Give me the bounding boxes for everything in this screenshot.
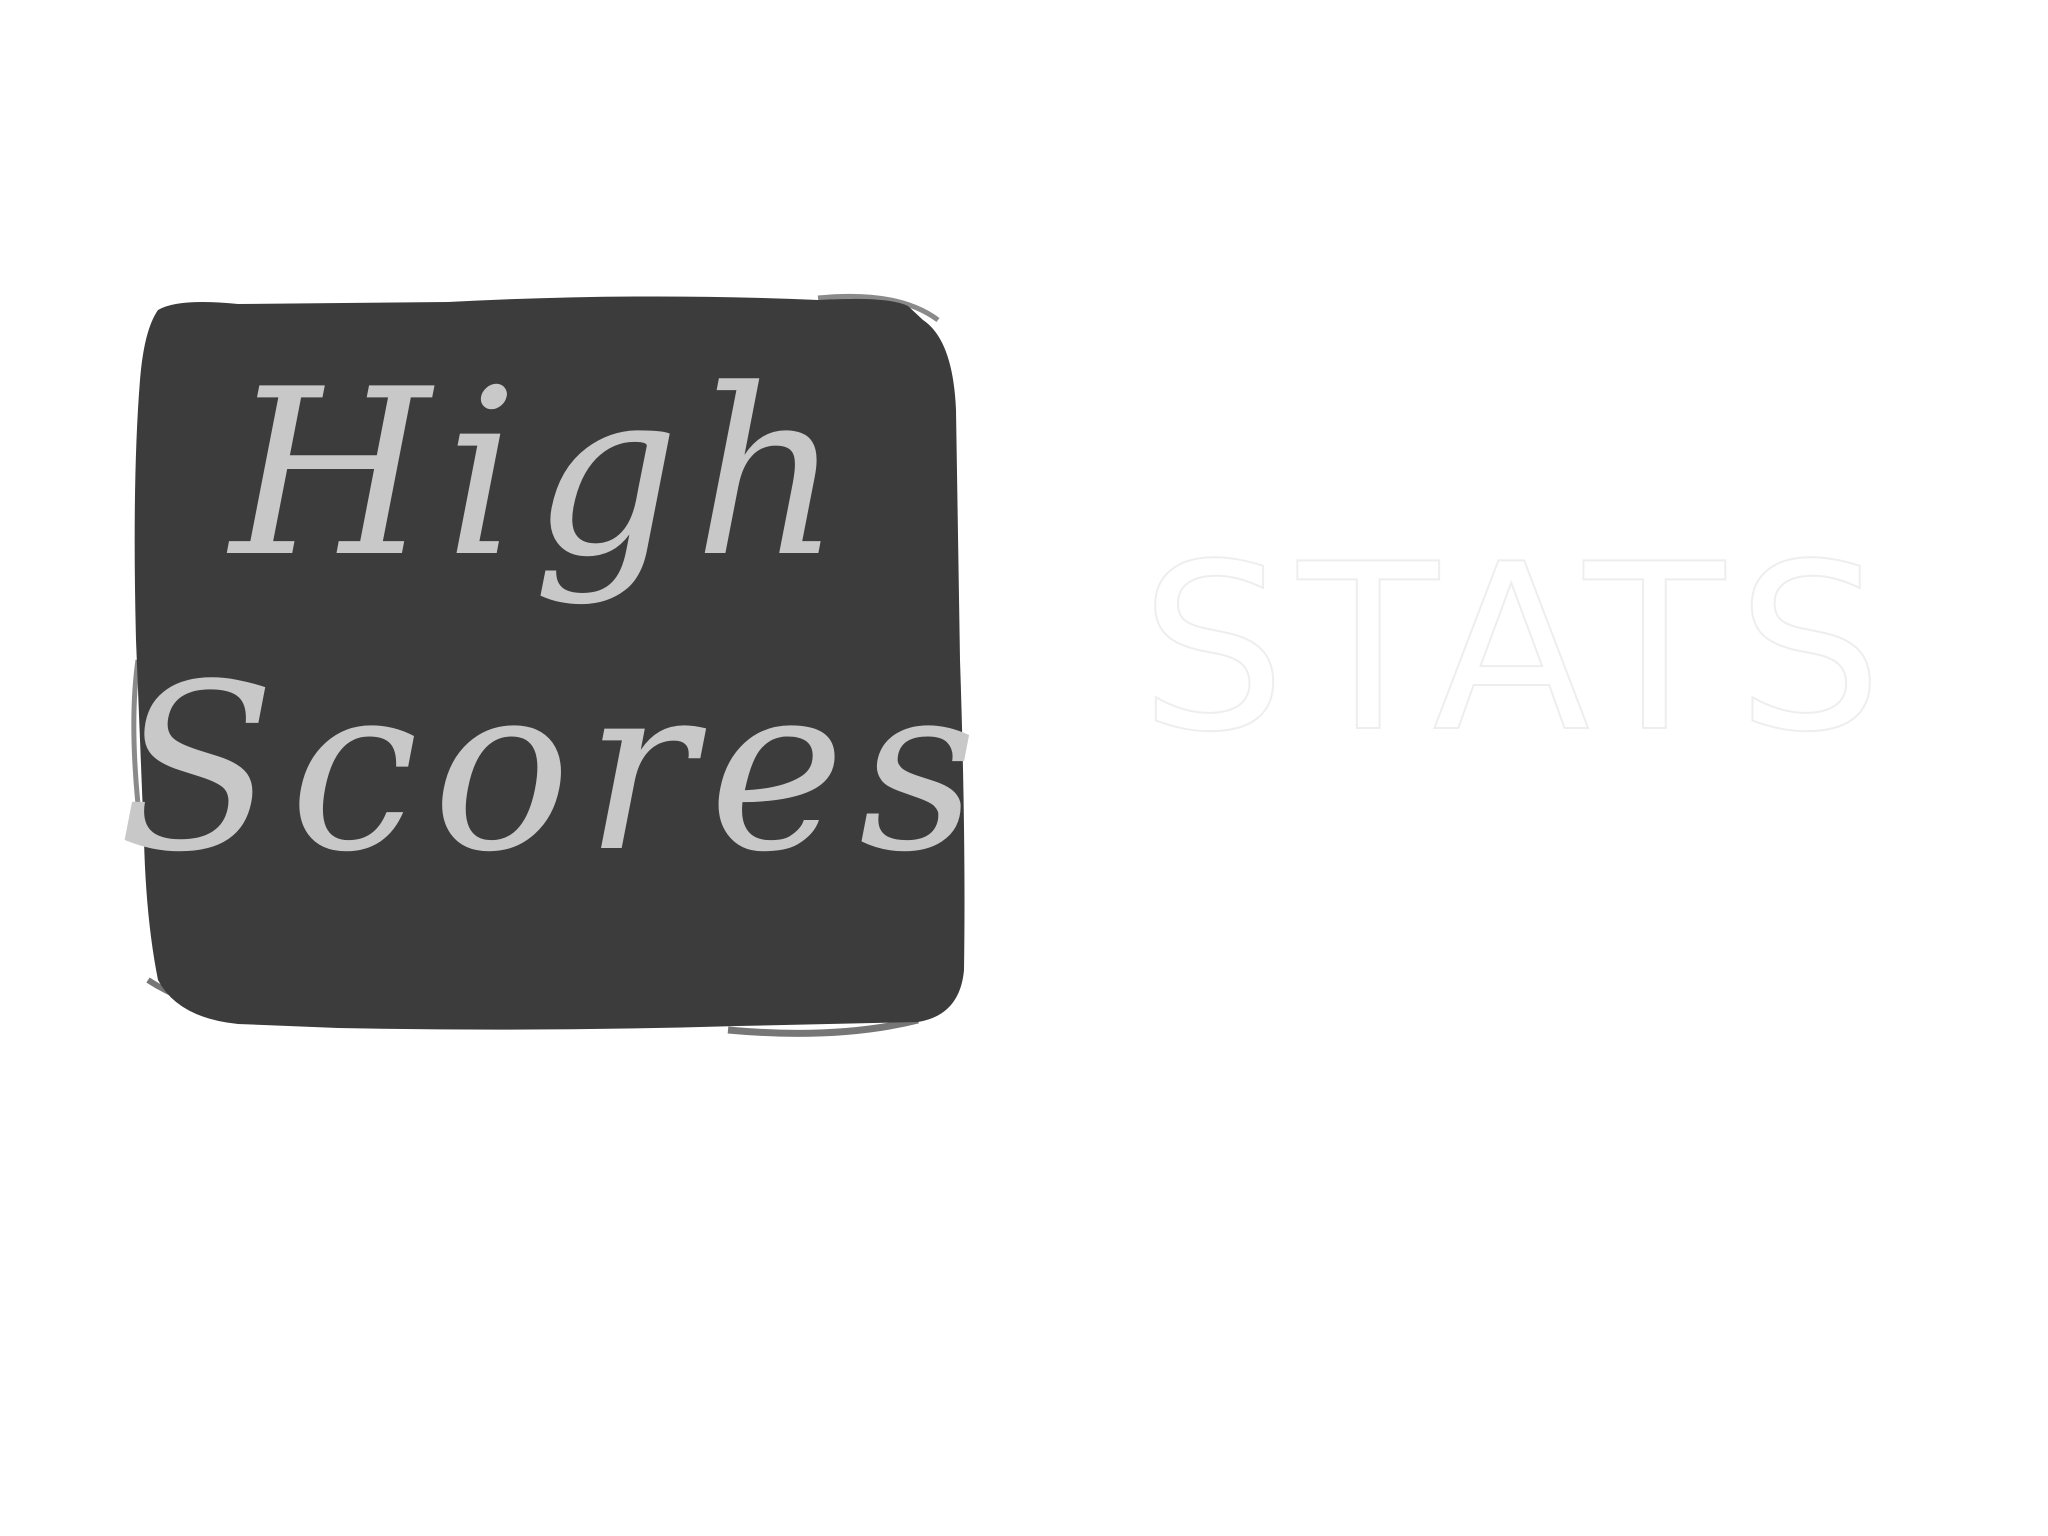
stats-label: STATS [1139, 516, 1895, 783]
high-scores-button[interactable]: High Scores [118, 280, 991, 1040]
high-scores-label-line1: High [230, 341, 856, 608]
brush-stroke-background [131, 293, 965, 1037]
high-scores-label-line2: Scores [118, 636, 991, 903]
brush-fill [134, 296, 965, 1030]
stats-button[interactable]: STATS [1139, 516, 1895, 783]
